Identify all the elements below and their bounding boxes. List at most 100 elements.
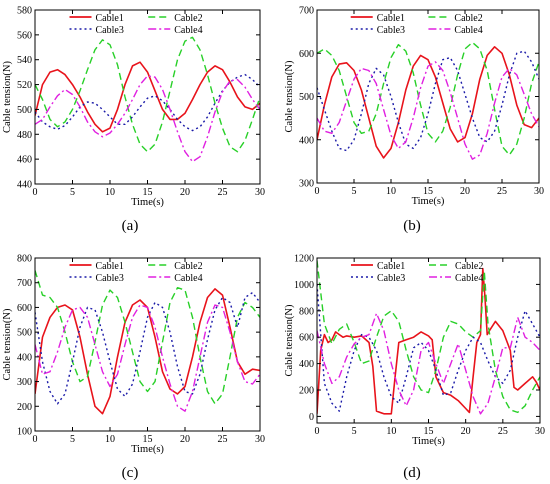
x-tick-label: 25 — [498, 426, 508, 437]
y-axis-title: Cable tension(N) — [2, 60, 13, 133]
series-line-cable1 — [35, 61, 260, 133]
series-line-cable2 — [317, 260, 540, 414]
y-tick-label: 100 — [17, 427, 32, 438]
x-tick-label: 15 — [143, 187, 153, 198]
legend-label-cable4: Cable4 — [174, 273, 202, 284]
legend-label-cable4: Cable4 — [455, 273, 483, 284]
series-line-cable4 — [317, 61, 539, 160]
x-tick-label: 10 — [105, 434, 115, 445]
series-line-cable1 — [317, 267, 540, 415]
y-tick-label: 520 — [17, 80, 32, 91]
y-tick-label: 700 — [299, 6, 314, 17]
plot-frame — [316, 9, 540, 184]
series-line-cable1 — [317, 46, 539, 159]
y-tick-label: 1000 — [294, 280, 314, 291]
series-line-cable2 — [35, 36, 260, 153]
series-line-cable4 — [35, 75, 260, 163]
plot-frame — [34, 9, 261, 185]
x-tick-label: 20 — [460, 186, 470, 197]
panel-label-b: (b) — [403, 218, 421, 234]
y-tick-label: 600 — [299, 333, 314, 344]
x-axis-title: Time(s) — [412, 196, 445, 207]
legend-label-cable3: Cable3 — [377, 25, 405, 36]
series-line-cable4 — [317, 312, 540, 415]
x-tick-label: 30 — [534, 186, 544, 197]
y-tick-label: 300 — [299, 179, 314, 190]
y-tick-label: 460 — [17, 155, 32, 166]
x-tick-label: 15 — [424, 426, 434, 437]
y-tick-label: 600 — [17, 303, 32, 314]
x-axis-title: Time(s) — [412, 436, 445, 447]
x-tick-label: 30 — [255, 187, 265, 198]
x-tick-label: 0 — [33, 187, 38, 198]
x-axis-title: Time(s) — [131, 444, 164, 455]
series-line-cable3 — [317, 284, 540, 412]
y-tick-label: 540 — [17, 55, 32, 66]
y-tick-label: 200 — [17, 402, 32, 413]
y-tick-label: 500 — [17, 328, 32, 339]
legend-label-cable2: Cable2 — [174, 261, 202, 272]
x-tick-label: 5 — [70, 434, 75, 445]
plot-frame — [34, 257, 261, 432]
x-tick-label: 25 — [497, 186, 507, 197]
legend-label-cable1: Cable1 — [377, 13, 405, 24]
y-tick-label: 500 — [17, 105, 32, 116]
legend-label-cable2: Cable2 — [455, 261, 483, 272]
x-tick-label: 10 — [105, 187, 115, 198]
y-tick-label: 400 — [299, 359, 314, 370]
x-tick-label: 5 — [352, 426, 357, 437]
x-tick-label: 20 — [180, 187, 190, 198]
series-line-cable3 — [35, 291, 260, 405]
y-tick-label: 200 — [299, 386, 314, 397]
y-tick-label: 480 — [17, 130, 32, 141]
panel-b: 0 5 10 15 20 25 30 300 400 500 600 700 Time(s) Cable … — [284, 6, 544, 208]
y-tick-label: 300 — [17, 377, 32, 388]
x-axis-title: Time(s) — [131, 197, 164, 208]
x-tick-label: 0 — [33, 434, 38, 445]
y-tick-label: 600 — [299, 49, 314, 60]
x-tick-label: 30 — [255, 434, 265, 445]
x-tick-label: 0 — [315, 186, 320, 197]
y-tick-label: 1200 — [294, 254, 314, 265]
x-tick-label: 5 — [70, 187, 75, 198]
series-line-cable3 — [35, 73, 260, 132]
x-tick-label: 15 — [423, 186, 433, 197]
x-tick-label: 20 — [461, 426, 471, 437]
legend-label-cable3: Cable3 — [96, 25, 124, 36]
legend-label-cable2: Cable2 — [174, 13, 202, 24]
x-tick-label: 15 — [143, 434, 153, 445]
legend-label-cable2: Cable2 — [454, 13, 482, 24]
y-axis-title: Cable tension(N) — [284, 60, 295, 133]
y-tick-label: 800 — [17, 254, 32, 265]
series-line-cable3 — [317, 50, 539, 152]
panel-d: 0 5 10 15 20 25 30 0 200 400 600 800 1000 1200 Time(s)… — [284, 254, 545, 448]
x-tick-label: 25 — [218, 434, 228, 445]
y-tick-label: 400 — [17, 352, 32, 363]
x-tick-label: 10 — [386, 426, 396, 437]
x-tick-label: 5 — [352, 186, 357, 197]
y-tick-label: 500 — [299, 92, 314, 103]
series-line-cable2 — [317, 41, 539, 156]
series-line-cable4 — [35, 304, 260, 412]
y-axis-title: Cable tension(N) — [284, 304, 295, 377]
series-line-cable2 — [35, 270, 260, 405]
legend-label-cable3: Cable3 — [96, 273, 124, 284]
y-tick-label: 440 — [17, 180, 32, 191]
legend-label-cable4: Cable4 — [454, 25, 482, 36]
y-tick-label: 400 — [299, 135, 314, 146]
y-axis-title: Cable tension(N) — [2, 308, 13, 381]
y-tick-label: 580 — [17, 6, 32, 17]
panel-label-a: (a) — [122, 218, 139, 234]
y-tick-label: 0 — [309, 412, 314, 423]
y-tick-label: 700 — [17, 278, 32, 289]
legend-label-cable1: Cable1 — [377, 261, 405, 272]
x-tick-label: 25 — [218, 187, 228, 198]
panel-a: 0 5 10 15 20 25 30 440 460 480 500 520 540 560 580 Time… — [2, 6, 265, 209]
x-tick-label: 30 — [535, 426, 545, 437]
panel-label-c: (c) — [122, 465, 139, 481]
y-tick-label: 800 — [299, 306, 314, 317]
panel-c: 0 5 10 15 20 25 30 100 200 300 400 500 600 700 800 Time… — [2, 254, 265, 456]
x-tick-label: 10 — [386, 186, 396, 197]
legend-label-cable1: Cable1 — [96, 261, 124, 272]
x-tick-label: 20 — [180, 434, 190, 445]
